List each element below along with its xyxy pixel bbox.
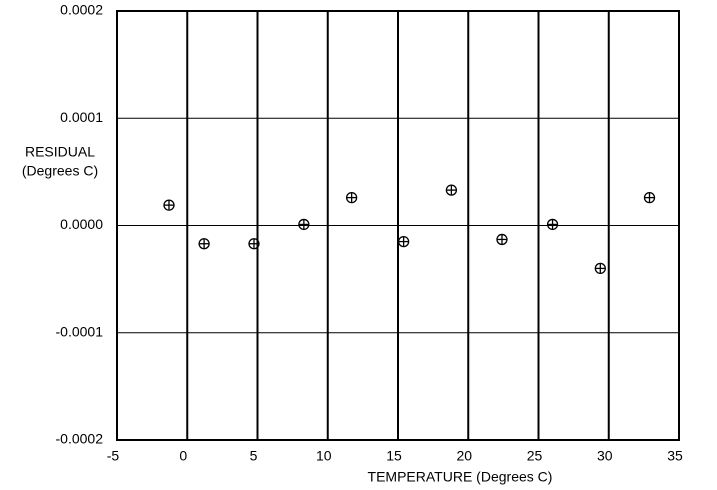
point (345, 191, 358, 204)
y-tick-label: 0.0000 (60, 216, 103, 232)
point (496, 233, 508, 246)
x-tick-label: 15 (386, 448, 402, 464)
y-tick-label: -0.0001 (56, 323, 104, 339)
point (397, 235, 410, 248)
y-tick-label: 0.0002 (60, 2, 103, 18)
point (643, 191, 656, 204)
x-tick-label: 25 (527, 448, 543, 464)
x-tick-label: 10 (316, 448, 332, 464)
plot-frame (116, 10, 680, 441)
x-tick-label: 35 (667, 448, 683, 464)
point (298, 218, 310, 231)
point (198, 238, 210, 250)
x-tick-label: 0 (179, 448, 187, 464)
point (546, 218, 559, 231)
y-tick-label: -0.0002 (56, 431, 104, 447)
y-tick-label: 0.0001 (60, 109, 103, 125)
x-tick-label: 5 (250, 448, 258, 464)
x-tick-label: -5 (107, 448, 120, 464)
x-tick-label: 20 (456, 448, 472, 464)
x-axis-label: TEMPERATURE (Degrees C) (368, 469, 553, 485)
x-tick-label: 30 (597, 448, 613, 464)
point (163, 199, 175, 211)
point (248, 238, 260, 250)
y-axis-label: RESIDUAL (25, 144, 95, 160)
point (594, 262, 606, 275)
point (445, 184, 458, 196)
y-axis-label: (Degrees C) (22, 163, 98, 179)
